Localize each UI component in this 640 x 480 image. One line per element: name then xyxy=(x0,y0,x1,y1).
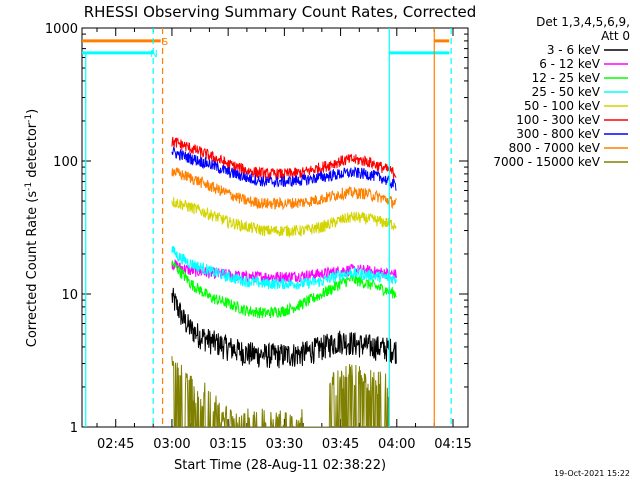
y-axis-label: Corrected Count Rate (s-1 detector-1) xyxy=(24,109,40,347)
x-tick-label: 03:45 xyxy=(322,437,359,452)
y-tick-label: 1000 xyxy=(45,22,78,37)
legend-entry-label: 6 - 12 keV xyxy=(539,57,601,71)
series-line-8 xyxy=(171,356,390,427)
y-tick-label: 10 xyxy=(61,288,78,303)
legend-header-1: Det 1,3,4,5,6,9, xyxy=(536,15,630,29)
x-axis: 02:45 03:00 03:15 03:30 03:45 04:00 04:15 xyxy=(96,28,472,452)
series-layer xyxy=(171,136,397,427)
y-axis-label-main: Corrected Count Rate (s xyxy=(25,191,40,348)
legend-entry-label: 25 - 50 keV xyxy=(532,85,601,99)
series-line-7 xyxy=(171,167,397,211)
x-tick-label: 03:30 xyxy=(266,437,303,452)
legend-header-2: Att 0 xyxy=(601,29,630,43)
x-axis-label: Start Time (28-Aug-11 02:38:22) xyxy=(174,458,386,473)
y-axis-label-sup1: -1 xyxy=(24,182,34,191)
marker-label-N: N xyxy=(150,49,157,60)
x-tick-label: 02:45 xyxy=(97,437,134,452)
y-axis: 1 10 100 1000 xyxy=(45,22,468,436)
y-axis-label-mid: detector xyxy=(25,122,40,182)
legend-entry-label: 7000 - 15000 keV xyxy=(493,155,600,169)
y-axis-label-sup2: -1 xyxy=(24,114,34,123)
series-line-2 xyxy=(171,260,397,319)
chart-title: RHESSI Observing Summary Count Rates, Co… xyxy=(84,3,477,21)
legend-entry-label: 3 - 6 keV xyxy=(547,43,601,57)
y-tick-label: 1 xyxy=(70,421,78,436)
footer-date: 19-Oct-2021 15:22 xyxy=(554,469,630,478)
legend-entry-label: 12 - 25 keV xyxy=(532,71,601,85)
x-tick-label: 03:15 xyxy=(209,437,246,452)
series-line-3 xyxy=(171,246,397,290)
legend-entry-label: 100 - 300 keV xyxy=(516,113,600,127)
legend-entry-label: 300 - 800 keV xyxy=(516,127,600,141)
y-axis-label-end: ) xyxy=(25,109,40,114)
series-line-4 xyxy=(171,197,397,239)
series-line-6 xyxy=(171,146,397,191)
marker-label-S: S xyxy=(162,37,168,48)
legend-entry-label: 50 - 100 keV xyxy=(524,99,601,113)
series-line-0 xyxy=(171,287,397,369)
series-line-1 xyxy=(171,259,397,284)
x-tick-label: 04:15 xyxy=(434,437,471,452)
x-tick-label: 03:00 xyxy=(153,437,190,452)
x-tick-label: 04:00 xyxy=(378,437,415,452)
legend-entry-label: 800 - 7000 keV xyxy=(509,141,601,155)
y-tick-label: 100 xyxy=(53,155,78,170)
marker-layer: SN xyxy=(82,28,452,427)
